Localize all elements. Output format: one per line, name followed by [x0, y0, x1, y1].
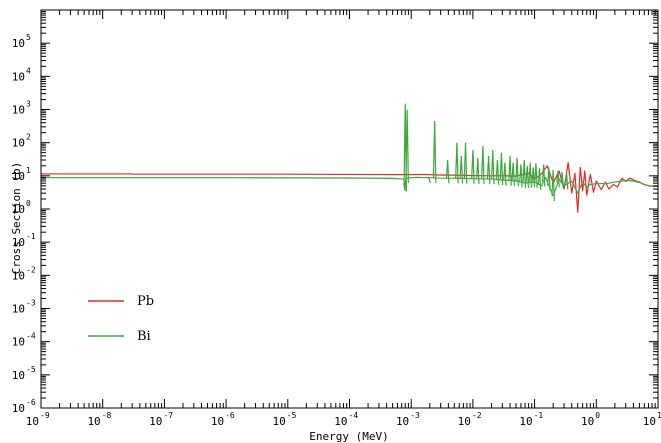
resonance-peak: [508, 155, 512, 186]
resonance-peak: [405, 109, 409, 184]
x-tick-label: 10: [458, 415, 471, 428]
x-tick-label: 10: [149, 415, 162, 428]
x-axis-tick-labels: 10 -9 10 -8 10 -7 10 -6 10 -5 10 -4 10 -3 10 -2 10 -1 10 0 1…: [26, 411, 661, 428]
resonance-peak: [528, 162, 533, 188]
x-tick-exponent: 1: [657, 411, 661, 420]
resonance-peak: [541, 164, 546, 187]
y-tick-exponent: -6: [26, 398, 36, 407]
y-tick-label: 10: [12, 369, 25, 382]
resonance-peak: [463, 142, 468, 184]
resonance-peak: [534, 163, 538, 188]
resonance-peak: [455, 142, 459, 184]
y-tick-exponent: 2: [26, 133, 31, 142]
resonance-peak: [525, 165, 530, 189]
y-tick-label: 10: [12, 303, 25, 316]
x-axis-title: Energy (MeV): [309, 430, 388, 443]
resonance-peak: [564, 173, 569, 190]
resonance-peak: [537, 168, 542, 190]
series-layer: [41, 103, 658, 213]
x-tick-exponent: -9: [40, 411, 50, 420]
resonance-peak: [427, 177, 431, 183]
x-axis-ticks: [40, 10, 659, 408]
x-tick-exponent: -2: [472, 411, 482, 420]
resonance-peak: [511, 162, 515, 186]
y-tick-label: 10: [12, 70, 25, 83]
x-tick-exponent: -6: [225, 411, 235, 420]
y-tick-exponent: 0: [26, 199, 31, 208]
resonance-peak: [432, 120, 437, 184]
resonance-peak: [459, 155, 464, 184]
y-tick-exponent: 1: [26, 166, 31, 175]
y-tick-exponent: 5: [26, 33, 31, 42]
resonance-peak: [499, 152, 504, 186]
y-axis-tick-labels: 10 -610 -510 -410 -310 -210 -110 010 110 210 310 41…: [12, 33, 36, 415]
x-tick-label: 10: [273, 415, 286, 428]
resonance-peak: [522, 159, 527, 189]
y-tick-label: 10: [12, 203, 25, 216]
resonance-peak: [495, 159, 500, 185]
legend: Pb Bi: [88, 294, 154, 344]
y-tick-label: 10: [12, 269, 25, 282]
x-tick-exponent: -8: [102, 411, 112, 420]
legend-label-pb: Pb: [137, 294, 154, 309]
resonance-peak: [519, 164, 523, 188]
x-tick-exponent: -7: [163, 411, 173, 420]
y-tick-exponent: 3: [26, 100, 31, 109]
x-tick-exponent: -4: [349, 411, 359, 420]
x-tick-label: 10: [334, 415, 347, 428]
x-tick-label: 10: [396, 415, 409, 428]
resonance-peak: [551, 169, 555, 201]
legend-label-bi: Bi: [137, 329, 151, 344]
y-tick-exponent: -5: [26, 365, 36, 374]
resonance-peak: [445, 159, 450, 184]
y-tick-label: 10: [12, 37, 25, 50]
y-tick-label: 10: [12, 336, 25, 349]
x-tick-label: 10: [211, 415, 224, 428]
resonance-peak: [471, 149, 475, 184]
resonance-peak: [531, 167, 536, 188]
resonance-peak: [556, 170, 560, 188]
resonance-peak: [490, 149, 495, 185]
x-tick-exponent: -1: [534, 411, 544, 420]
resonance-peak: [475, 157, 480, 184]
y-tick-exponent: -1: [26, 232, 36, 241]
x-tick-label: 10: [519, 415, 532, 428]
x-tick-exponent: -3: [410, 411, 420, 420]
resonance-peak: [547, 167, 551, 191]
x-tick-label: 10: [26, 415, 39, 428]
y-tick-label: 10: [12, 137, 25, 150]
x-tick-exponent: 0: [595, 411, 600, 420]
resonance-peak: [515, 157, 519, 187]
y-tick-exponent: -3: [26, 299, 36, 308]
resonance-peak: [486, 155, 491, 185]
y-tick-label: 10: [12, 170, 25, 183]
y-axis-title: Cross Section (b): [10, 162, 23, 275]
x-tick-label: 10: [643, 415, 656, 428]
y-tick-label: 10: [12, 236, 25, 249]
resonance-peak: [481, 145, 485, 185]
x-tick-label: 10: [87, 415, 100, 428]
series-bi: [41, 103, 658, 201]
y-axis-ticks: [41, 9, 658, 409]
plot-area: [41, 103, 658, 213]
x-tick-exponent: -5: [287, 411, 297, 420]
y-tick-label: 10: [12, 402, 25, 415]
y-tick-label: 10: [12, 104, 25, 117]
y-tick-exponent: -4: [26, 332, 36, 341]
x-tick-label: 10: [581, 415, 594, 428]
y-tick-exponent: 4: [26, 66, 31, 75]
resonance-peak: [560, 171, 564, 189]
resonance-peak: [503, 162, 507, 186]
y-tick-exponent: -2: [26, 265, 36, 274]
